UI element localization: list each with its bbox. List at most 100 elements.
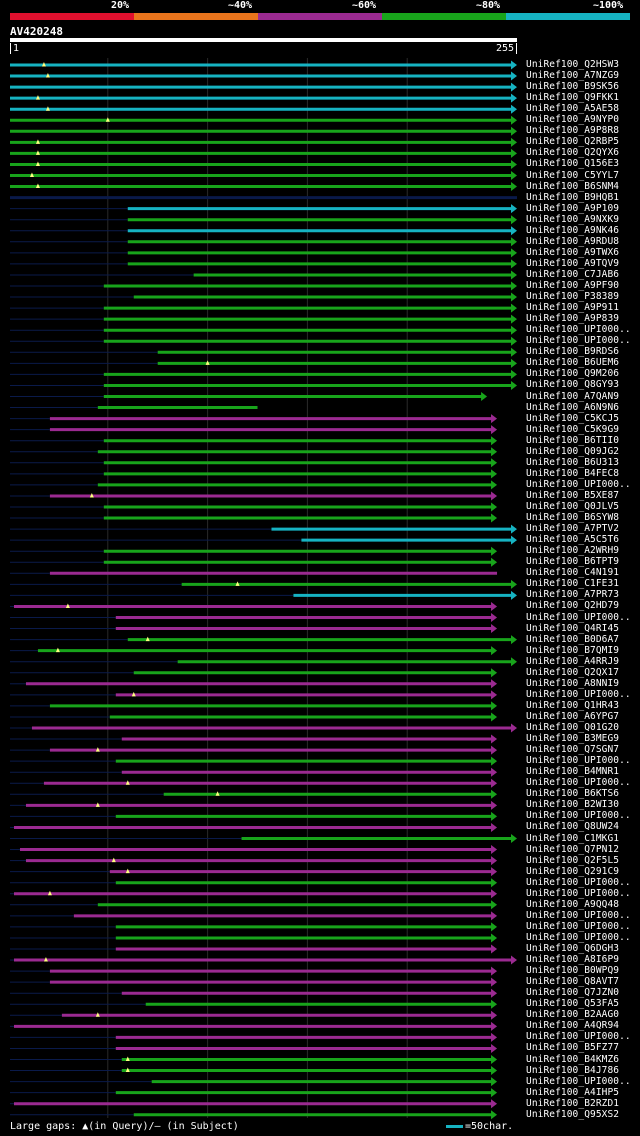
hit-label[interactable]: UniRef100_Q1HR43 [526,699,620,711]
hit-label[interactable]: UniRef100_Q2QX17 [526,666,620,678]
hit-label[interactable]: UniRef100_C1MKG1 [526,832,620,844]
hit-label[interactable]: UniRef100_Q4RI45 [526,622,620,634]
hit-label[interactable]: UniRef100_Q01G20 [526,722,620,733]
hit-label[interactable]: UniRef100_B6U313 [526,456,620,468]
hit-label[interactable]: UniRef100_A7NZG9 [526,70,620,82]
hit-label[interactable]: UniRef100_A6N9N6 [526,401,620,413]
hit-row[interactable] [10,635,517,645]
hit-label[interactable]: UniRef100_A9P109 [526,202,620,214]
hit-row[interactable] [10,845,498,855]
hit-row[interactable] [10,248,517,258]
hit-label[interactable]: UniRef100_Q6DGH3 [526,943,620,954]
hit-row[interactable] [10,1010,498,1020]
hit-label[interactable]: UniRef100_B9HQB1 [526,191,620,203]
hit-label[interactable]: UniRef100_B0D6A7 [526,633,620,645]
hit-row[interactable] [10,822,498,832]
hit-row[interactable] [10,679,498,689]
hit-label[interactable]: UniRef100_B5FZ77 [526,1042,620,1054]
hit-label[interactable]: UniRef100_C5YYL7 [526,169,620,181]
hit-label[interactable]: UniRef100_A7QAN9 [526,390,620,402]
hit-label[interactable]: UniRef100_UPI000.. [526,324,631,336]
hit-row[interactable] [10,458,498,468]
hit-label[interactable]: UniRef100_A5C5T6 [526,534,620,546]
hit-label[interactable]: UniRef100_Q09JG2 [526,445,620,457]
hit-label[interactable]: UniRef100_UPI000.. [526,478,631,490]
hit-row[interactable] [10,988,498,998]
hit-row[interactable] [10,1032,498,1042]
hit-label[interactable]: UniRef100_A5AE58 [526,103,620,115]
hit-row[interactable] [10,115,517,125]
hit-label[interactable]: UniRef100_B2AAG0 [526,1009,620,1021]
hit-label[interactable]: UniRef100_B6SYW8 [526,512,620,524]
hit-row[interactable] [10,778,498,788]
hit-row[interactable] [10,358,517,368]
hit-row[interactable] [10,347,517,357]
hit-row[interactable] [10,171,517,180]
hit-label[interactable]: UniRef100_UPI000.. [526,931,631,943]
hit-row[interactable] [10,955,517,965]
hit-label[interactable]: UniRef100_UPI000.. [526,335,631,347]
hit-row[interactable] [10,336,517,346]
hit-row[interactable] [10,292,517,302]
hit-row[interactable] [10,60,517,70]
hit-row[interactable] [10,546,498,556]
hit-label[interactable]: UniRef100_B4J786 [526,1064,620,1076]
hit-label[interactable]: UniRef100_B3MEG9 [526,733,620,745]
hit-row[interactable] [10,756,498,766]
hit-label[interactable]: UniRef100_UPI000.. [526,810,631,822]
hit-label[interactable]: UniRef100_Q7JZN0 [526,987,620,999]
hit-label[interactable]: UniRef100_Q7SGN7 [526,744,620,756]
hit-label[interactable]: UniRef100_A8NNI9 [526,677,620,689]
hit-label[interactable]: UniRef100_A9TQV9 [526,257,620,269]
hit-row[interactable] [10,148,517,158]
hit-label[interactable]: UniRef100_Q2RBP5 [526,136,620,148]
hit-row[interactable] [10,524,517,534]
hit-row[interactable] [10,745,498,755]
hit-label[interactable]: UniRef100_Q9FKK1 [526,92,620,104]
hit-row[interactable] [10,911,498,921]
hit-row[interactable] [10,856,498,866]
hit-row[interactable] [10,944,498,954]
hit-row[interactable] [10,159,517,169]
hit-label[interactable]: UniRef100_C7JAB6 [526,268,620,280]
hit-label[interactable]: UniRef100_Q156E3 [526,158,620,170]
hit-label[interactable]: UniRef100_B9SK56 [526,81,620,93]
hit-row[interactable] [10,811,498,821]
hit-row[interactable] [10,657,517,667]
hit-label[interactable]: UniRef100_B6TPT9 [526,556,620,568]
hit-row[interactable] [10,590,517,600]
hit-label[interactable]: UniRef100_A8I6P9 [526,954,620,966]
hit-row[interactable] [10,93,517,103]
hit-row[interactable] [10,204,517,214]
hit-row[interactable] [10,922,498,932]
hit-row[interactable] [10,1043,498,1053]
hit-row[interactable] [10,182,517,192]
hit-row[interactable] [10,281,517,291]
hit-label[interactable]: UniRef100_A9PF90 [526,280,620,291]
hit-row[interactable] [10,226,517,236]
hit-label[interactable]: UniRef100_Q0JLV5 [526,501,620,512]
hit-row[interactable] [10,270,517,280]
hit-label[interactable]: UniRef100_B6UEM6 [526,357,620,369]
hit-label[interactable]: UniRef100_A4RRJ9 [526,655,620,667]
hit-label[interactable]: UniRef100_B5XE87 [526,489,620,501]
hit-label[interactable]: UniRef100_UPI000.. [526,688,631,700]
hit-label[interactable]: UniRef100_A9P911 [526,302,620,314]
hit-label[interactable]: UniRef100_C1FE31 [526,578,620,590]
hit-label[interactable]: UniRef100_B7QMI9 [526,644,620,656]
hit-row[interactable] [10,977,498,987]
hit-row[interactable] [10,1055,498,1064]
hit-label[interactable]: UniRef100_A9NXK9 [526,213,620,225]
hit-row[interactable] [10,1066,498,1076]
hit-label[interactable]: UniRef100_A9QQ48 [526,898,620,910]
hit-label[interactable]: UniRef100_UPI000.. [526,1075,631,1087]
hit-row[interactable] [10,1077,498,1087]
hit-label[interactable]: UniRef100_UPI000.. [526,777,631,789]
hit-label[interactable]: UniRef100_UPI000.. [526,920,631,932]
hit-row[interactable] [10,767,498,777]
hit-row[interactable] [10,999,498,1009]
hit-label[interactable]: UniRef100_B6SNM4 [526,180,620,192]
hit-label[interactable]: UniRef100_A9RDU8 [526,235,620,247]
hit-row[interactable] [10,867,498,877]
hit-row[interactable] [10,889,498,899]
